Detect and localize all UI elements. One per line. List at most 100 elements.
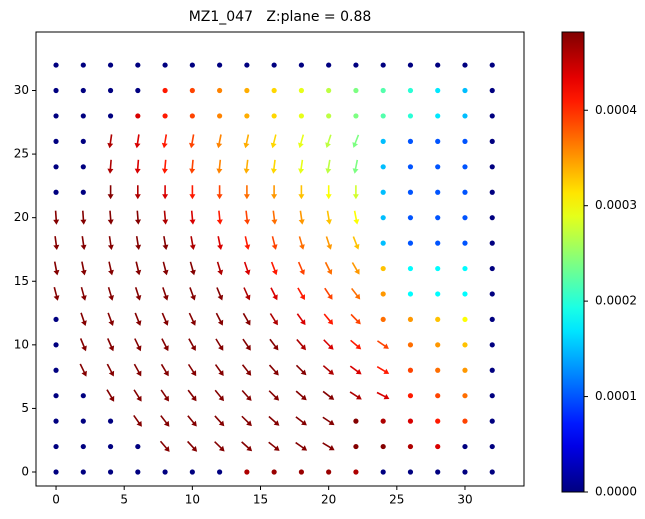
vector-arrow [189,134,195,149]
vector-dot [380,240,386,246]
vector-arrow [133,389,142,402]
vector-arrow [53,236,60,250]
y-tick-label: 5 [21,401,29,415]
vector-arrow [214,441,225,452]
vector-dot [271,113,277,119]
vector-dot [407,342,414,348]
vector-arrow [53,210,60,225]
vector-arrow [295,390,307,401]
vector-dot [162,62,168,68]
vector-dot [435,367,441,373]
vector-arrow [217,236,223,250]
vector-dot [462,291,468,297]
vector-dot [489,316,495,323]
vector-dot [407,418,414,424]
vector-arrow [296,339,306,351]
vector-dot [53,367,59,373]
vector-dot [189,469,195,475]
vector-arrow [270,159,277,174]
vector-arrow [107,210,114,225]
vector-dot [489,265,495,272]
vector-arrow [242,312,251,326]
vector-dot [217,62,223,68]
vector-dot [489,240,495,246]
vector-arrow [376,391,390,400]
vector-arrow [161,134,168,149]
vector-arrow [271,185,278,200]
vector-dot [107,418,114,424]
vector-arrow [215,338,224,351]
vector-dot [162,113,168,119]
vector-arrow [322,416,335,426]
vector-arrow [135,261,142,276]
vector-arrow [270,134,277,149]
vector-arrow [350,313,361,325]
vector-arrow [269,313,278,326]
vector-dot [80,189,86,195]
colorbar [561,31,585,493]
vector-arrow [133,363,142,377]
vector-arrow [270,261,278,276]
vector-dot [189,87,195,94]
vector-dot [380,443,386,450]
vector-dot [462,342,468,348]
vector-dot [489,367,495,373]
vector-arrow [295,364,307,376]
vector-arrow [243,185,250,200]
vector-dot [326,469,332,475]
vector-dot [462,189,468,195]
vector-arrow [216,159,223,174]
vector-dot [380,418,386,424]
vector-arrow [188,338,196,351]
vector-arrow [160,415,170,427]
vector-arrow [162,210,169,225]
vector-arrow [214,415,225,427]
vector-arrow [297,287,305,300]
vector-dot [53,189,59,195]
vector-dot [489,138,495,144]
vector-arrow [269,338,279,351]
vector-arrow [243,134,250,149]
vector-dot [380,113,386,119]
vector-dot [380,215,386,221]
vector-dot [353,62,359,68]
vector-dot [489,418,495,424]
vector-arrow [351,288,361,300]
vector-arrow [216,185,223,200]
vector-arrow [189,287,196,301]
vector-dot [489,342,495,348]
vector-arrow [243,261,251,276]
vector-arrow [325,159,332,174]
vector-arrow [188,312,196,326]
vector-dot [53,113,59,119]
vector-dot [380,265,386,272]
vector-dot [407,393,414,399]
vector-arrow [241,415,252,427]
vector-arrow [295,416,307,426]
vector-arrow [296,313,306,326]
vector-dot [107,469,114,475]
vector-dot [407,164,414,170]
vector-dot [80,443,86,450]
vector-dot [407,367,414,373]
vector-arrow [134,159,141,174]
y-tick-label: 0 [21,465,29,479]
vector-arrow [162,287,169,301]
vector-dot [298,87,305,94]
vector-arrow [324,287,333,300]
x-tick-label: 30 [457,493,472,507]
vector-dot [217,469,223,475]
vector-dot [53,87,59,94]
vector-dot [244,62,250,68]
vector-dot [489,291,495,297]
vector-dot [53,443,59,450]
vector-dot [217,87,223,94]
vector-arrow [298,236,305,250]
vector-arrow [214,389,224,402]
vector-arrow [326,210,332,225]
vector-arrow [135,210,141,225]
vector-arrow [322,442,335,451]
vector-dot [380,62,386,68]
vector-dot [407,443,414,450]
